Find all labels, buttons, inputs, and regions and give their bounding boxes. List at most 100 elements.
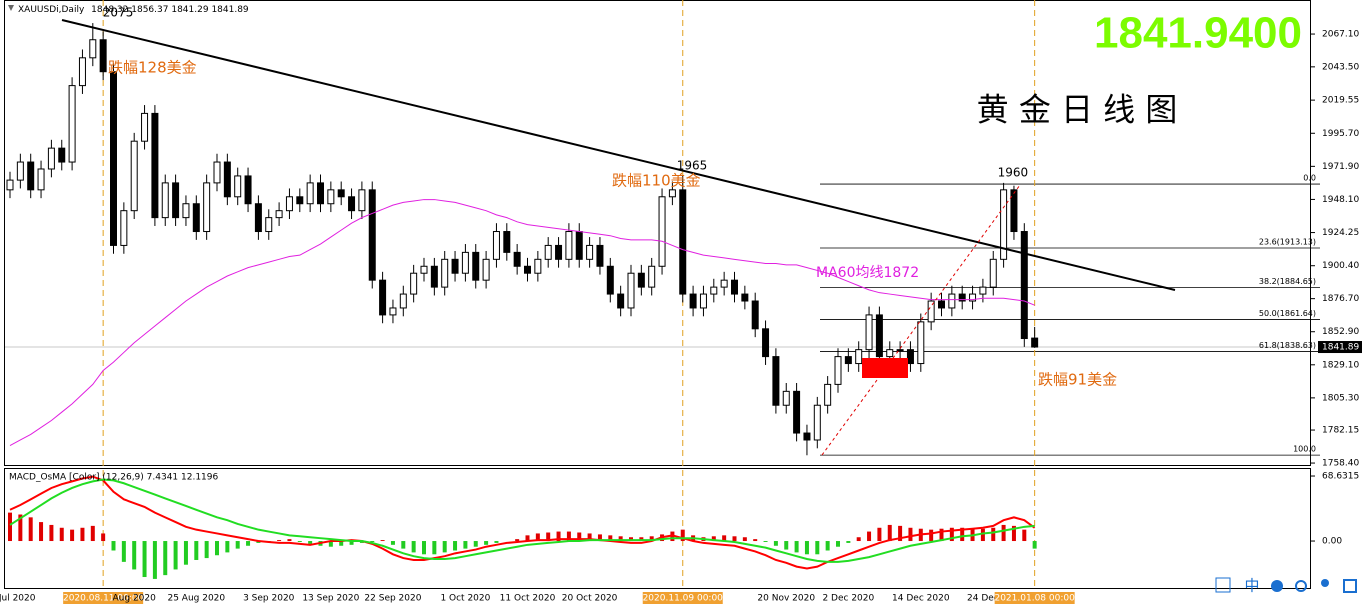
toolbar[interactable]: 中 <box>1215 577 1357 595</box>
candle-body <box>513 251 521 267</box>
candle-body <box>1000 189 1008 260</box>
candle-body <box>762 328 770 358</box>
macd-bar <box>287 539 292 542</box>
macd-bar <box>80 527 85 542</box>
candle-body <box>161 182 169 219</box>
candle-body <box>524 265 531 274</box>
macd-bar <box>856 537 861 542</box>
macd-bar <box>825 541 830 551</box>
x-tick-label: 28 Jul 2020 <box>0 594 36 604</box>
fib-label: 23.6(1913.13) <box>1259 238 1316 247</box>
candle-body <box>948 293 956 309</box>
ohlc-open: 1848.32 <box>91 5 128 15</box>
macd-bar <box>732 536 737 542</box>
macd-bar <box>939 528 944 542</box>
macd-bar <box>349 541 354 545</box>
candle-body <box>275 210 283 219</box>
fib-label: 100.0 <box>1293 445 1316 454</box>
macd-bar <box>215 541 219 556</box>
toolbar-icon[interactable] <box>1321 579 1329 587</box>
macd-bar <box>1001 524 1006 542</box>
macd-bar <box>235 541 240 549</box>
candle-body <box>834 356 842 385</box>
candle-body <box>99 39 107 73</box>
price-display: 1841.9400 <box>1094 9 1302 58</box>
macd-bar <box>680 529 685 542</box>
candle-body <box>192 203 200 233</box>
candle-body <box>917 321 925 365</box>
candle-body <box>958 293 966 302</box>
x-tick-label: 3 Sep 2020 <box>243 594 295 604</box>
y-tick-label: 2067.10 <box>1322 30 1359 40</box>
candle-body <box>234 175 242 198</box>
toolbar-icon[interactable] <box>1343 579 1357 593</box>
toolbar-icon[interactable] <box>1271 580 1283 592</box>
price-annotation: 1960 <box>998 165 1029 179</box>
macd-bar <box>960 527 965 542</box>
macd-bar <box>39 522 44 542</box>
candle-body <box>472 251 480 281</box>
macd-bar <box>556 531 561 542</box>
candle-body <box>575 231 583 260</box>
candle-body <box>534 258 542 274</box>
candle-body <box>16 161 24 181</box>
candle-body <box>875 314 883 358</box>
macd-bar <box>763 541 768 542</box>
y-tick-label: 1948.10 <box>1322 195 1359 205</box>
macd-bar <box>18 514 23 542</box>
candle-body <box>741 293 749 302</box>
x-tick-label: 2020.11.09 00:00 <box>643 594 724 604</box>
ohlc-high: 1856.37 <box>131 5 168 15</box>
candle-body <box>348 196 356 212</box>
toolbar-icon[interactable] <box>1295 580 1307 592</box>
candle-body <box>969 293 977 302</box>
candle-body <box>886 349 894 358</box>
macd-bar <box>70 529 75 542</box>
candle-body <box>492 231 500 260</box>
macd-bar <box>173 541 178 570</box>
y-tick-label: 1971.90 <box>1322 162 1359 172</box>
x-tick-label: 20 Oct 2020 <box>562 594 618 604</box>
current-price-label: 1841.89 <box>1322 343 1359 353</box>
macd-bar <box>411 541 416 553</box>
macd-bar <box>183 541 188 565</box>
candle-body <box>451 258 459 274</box>
macd-bar <box>142 541 147 578</box>
macd-bar <box>577 532 582 542</box>
macd-bar <box>722 535 727 542</box>
candle-body <box>306 182 314 205</box>
symbol: XAUUSDi,Daily <box>18 5 85 15</box>
candle-body <box>254 203 262 233</box>
macd-bar <box>473 541 478 547</box>
y-tick-label: 1805.30 <box>1322 393 1359 403</box>
candle-body <box>865 314 873 351</box>
macd-bar <box>401 541 406 549</box>
macd-bar <box>887 524 892 542</box>
ime-label[interactable]: 中 <box>1244 577 1259 595</box>
fib-label: 38.2(1884.65) <box>1259 277 1316 286</box>
ohlc-close: 1841.89 <box>211 5 248 15</box>
candle-body <box>731 279 738 295</box>
y-tick-label: 2019.55 <box>1322 96 1359 106</box>
candle-body <box>203 182 211 233</box>
candle-body <box>151 112 159 219</box>
x-tick-label: 2 Dec 2020 <box>822 594 874 604</box>
price-annotation: 1965 <box>677 158 708 172</box>
y-tick-label: 1900.40 <box>1322 261 1359 271</box>
macd-bar <box>608 535 613 542</box>
x-tick-label: 25 Aug 2020 <box>167 594 225 604</box>
macd-bar <box>711 536 716 542</box>
macd-bar <box>442 541 447 553</box>
candle-body <box>617 293 625 309</box>
macd-bar <box>535 533 540 542</box>
candle-body <box>1020 231 1028 340</box>
macd-bar <box>846 541 851 543</box>
x-tick-label: 13 Sep 2020 <box>302 594 359 604</box>
candle-body <box>979 286 987 295</box>
x-tick-label: Aug 2020 <box>113 594 157 604</box>
candle-body <box>668 189 676 198</box>
candle-body <box>782 390 790 406</box>
y-tick-label: 1829.10 <box>1322 360 1359 370</box>
current-price-box <box>1318 341 1362 354</box>
toolbar-icon[interactable] <box>1215 577 1231 593</box>
